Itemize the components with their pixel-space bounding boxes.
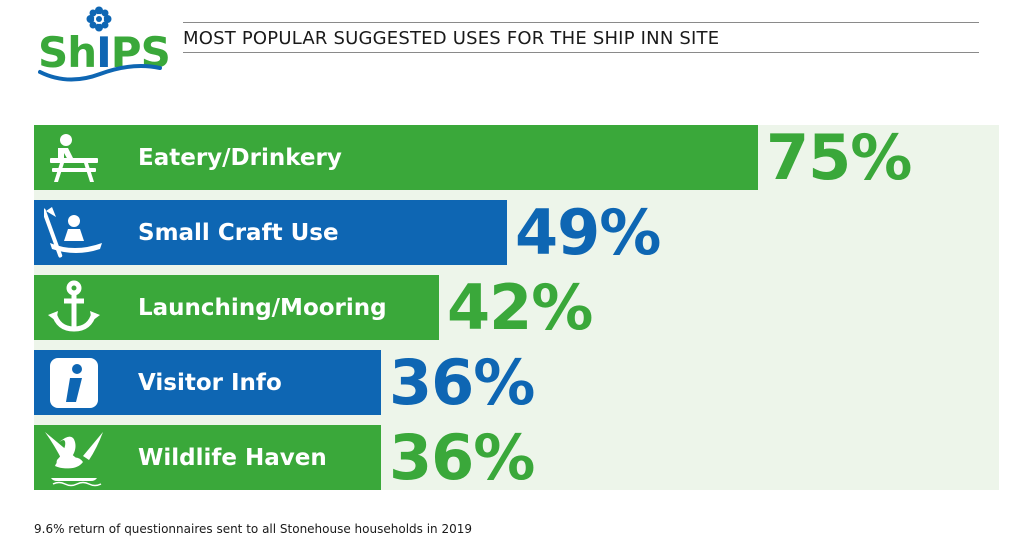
kayak-icon bbox=[34, 200, 114, 265]
bar-label: Eatery/Drinkery bbox=[138, 144, 342, 171]
picnic-table-icon bbox=[34, 125, 114, 190]
bar-chart: Eatery/Drinkery 75% Small Craft Use 49% Laun… bbox=[34, 125, 999, 490]
bar-label: Wildlife Haven bbox=[138, 444, 327, 471]
bar-label: Launching/Mooring bbox=[138, 294, 387, 321]
chart-title: MOST POPULAR SUGGESTED USES FOR THE SHIP… bbox=[183, 28, 720, 49]
logo-text-i: I bbox=[96, 28, 112, 77]
bar: Launching/Mooring bbox=[34, 275, 439, 340]
bar-label: Small Craft Use bbox=[138, 219, 339, 246]
flower-icon bbox=[86, 6, 112, 32]
bar: Small Craft Use bbox=[34, 200, 507, 265]
title-rule-top bbox=[183, 22, 979, 23]
data-label: 36% bbox=[389, 421, 535, 494]
bar: Eatery/Drinkery bbox=[34, 125, 758, 190]
bar: Wildlife Haven bbox=[34, 425, 381, 490]
wave-icon bbox=[38, 64, 162, 82]
anchor-icon bbox=[34, 275, 114, 340]
title-rule-bottom bbox=[183, 52, 979, 53]
data-label: 49% bbox=[515, 196, 661, 269]
bar-label: Visitor Info bbox=[138, 369, 282, 396]
info-icon bbox=[34, 350, 114, 415]
logo-text-prefix: Sh bbox=[38, 28, 97, 77]
bar: Visitor Info bbox=[34, 350, 381, 415]
data-label: 75% bbox=[766, 121, 912, 194]
footnote: 9.6% return of questionnaires sent to al… bbox=[34, 522, 472, 536]
data-label: 42% bbox=[447, 271, 593, 344]
data-label: 36% bbox=[389, 346, 535, 419]
ships-logo: Sh I PS bbox=[38, 6, 171, 84]
swan-icon bbox=[34, 425, 114, 490]
